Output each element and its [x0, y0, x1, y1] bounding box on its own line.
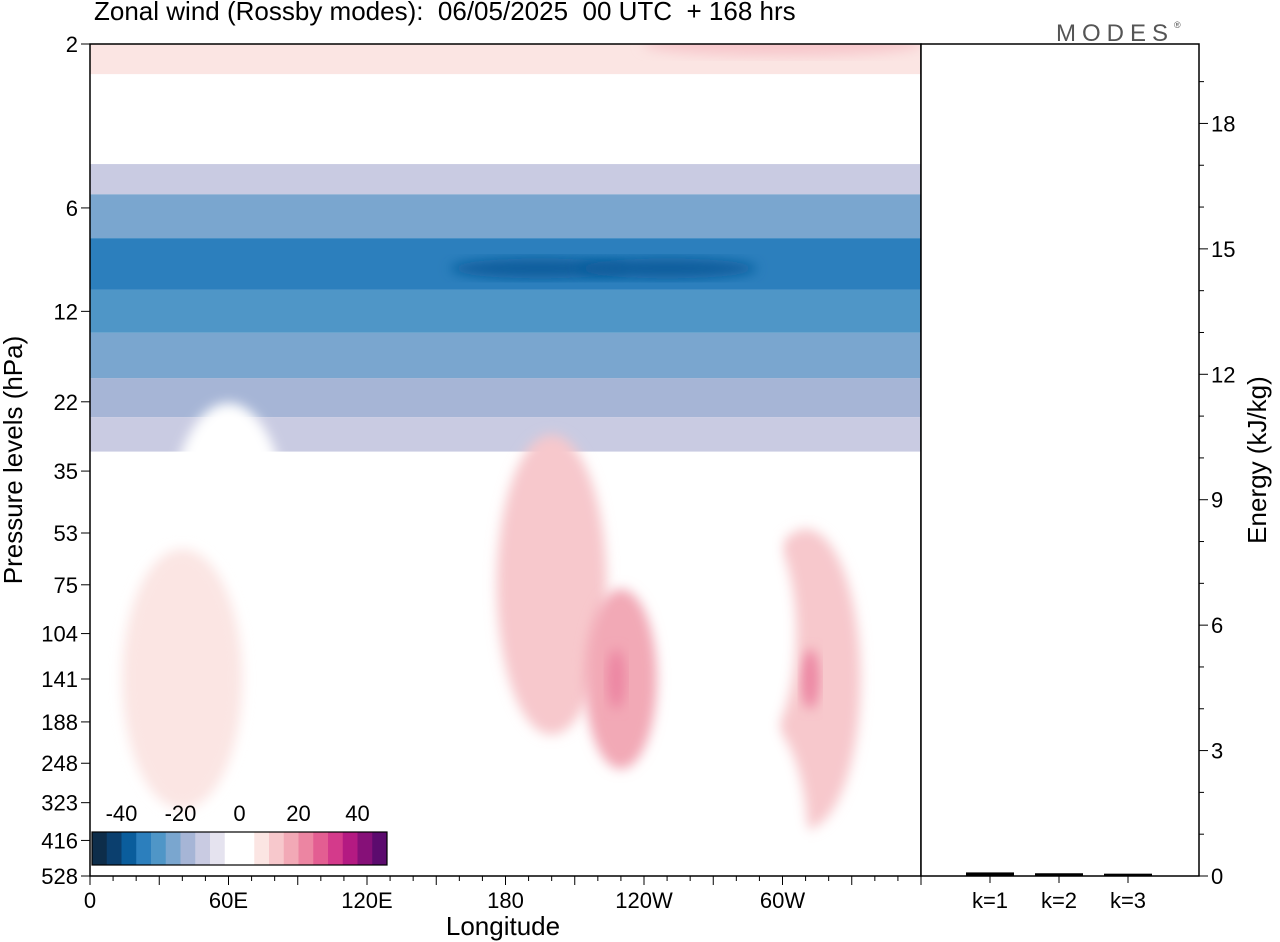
- colorbar-swatch: [180, 832, 196, 865]
- level-band: [90, 125, 921, 165]
- zonal-wind-heatmap: [90, 44, 921, 876]
- y-tick-label: 53: [54, 521, 78, 546]
- energy-axis: 0 3 6 9 12 15 18: [1199, 81, 1235, 889]
- level-band: [90, 164, 921, 195]
- wind-feature: [496, 434, 607, 735]
- modes-logo: MODES®: [1056, 20, 1181, 48]
- energy-tick-label: 9: [1211, 488, 1223, 513]
- colorbar: -40 -20 0 20 40: [91, 801, 388, 866]
- wind-feature: [676, 503, 797, 764]
- colorbar-swatch: [254, 832, 270, 865]
- y-tick-label: 416: [41, 828, 78, 853]
- colorbar-swatch: [151, 832, 167, 865]
- level-band: [90, 332, 921, 379]
- colorbar-swatch: [298, 832, 314, 865]
- wind-feature: [801, 648, 820, 709]
- wind-feature: [577, 258, 758, 279]
- y-tick-label: 323: [41, 791, 78, 816]
- energy-tick-label: 6: [1211, 613, 1223, 638]
- energy-category-label: k=2: [1041, 888, 1077, 913]
- colorbar-swatch: [283, 832, 299, 865]
- energy-tick-label: 3: [1211, 739, 1223, 764]
- energy-tick-label: 0: [1211, 864, 1223, 889]
- energy-category-label: k=3: [1110, 888, 1146, 913]
- y-axis-label: Pressure levels (hPa): [0, 336, 28, 585]
- energy-category-label: k=1: [972, 888, 1008, 913]
- colorbar-swatch: [121, 832, 137, 865]
- energy-bar: [966, 872, 1014, 876]
- colorbar-swatch: [239, 832, 255, 865]
- wind-feature: [687, 710, 808, 876]
- y-tick-label: 141: [41, 667, 78, 692]
- colorbar-swatch: [328, 832, 344, 865]
- y-tick-label: 75: [54, 573, 78, 598]
- y-tick-label: 2: [66, 32, 78, 57]
- colorbar-tick-label: 20: [286, 801, 310, 826]
- chart-title: Zonal wind (Rossby modes): 06/05/2025 00…: [94, 0, 796, 26]
- energy-tick-label: 12: [1211, 362, 1235, 387]
- x-tick-label: 180: [487, 888, 524, 913]
- y-tick-label: 12: [54, 299, 78, 324]
- colorbar-swatch: [224, 832, 240, 865]
- wind-feature: [122, 548, 243, 809]
- wind-features: [122, 44, 921, 876]
- colorbar-tick-label: 40: [345, 801, 369, 826]
- energy-panel-frame: [920, 43, 1200, 877]
- y-tick-label: 528: [41, 864, 78, 889]
- wind-feature: [260, 548, 381, 809]
- colorbar-swatch: [92, 832, 108, 865]
- y-tick-label: 6: [66, 196, 78, 221]
- wind-feature: [450, 258, 631, 279]
- x-tick-label: 120W: [615, 888, 673, 913]
- y-tick-label: 188: [41, 710, 78, 735]
- wind-feature: [607, 648, 626, 709]
- colorbar-swatch: [372, 832, 388, 865]
- longitude-axis: 0 60E 120E 180 120W 60W: [84, 876, 922, 913]
- colorbar-swatch: [313, 832, 329, 865]
- colorbar-tick-label: 0: [233, 801, 245, 826]
- level-band: [90, 194, 921, 239]
- logo-text: MODES: [1056, 20, 1175, 47]
- colorbar-tick-label: -40: [106, 801, 138, 826]
- colorbar-swatch: [210, 832, 226, 865]
- energy-tick-label: 15: [1211, 237, 1235, 262]
- colorbar-tick-label: -20: [165, 801, 197, 826]
- colorbar-frame: [91, 831, 388, 866]
- wind-feature: [642, 44, 921, 56]
- y-tick-label: 248: [41, 751, 78, 776]
- energy-bar: [1035, 873, 1083, 876]
- logo-registered-mark: ®: [1174, 20, 1181, 30]
- x-tick-label: 60W: [760, 888, 805, 913]
- x-tick-label: 120E: [341, 888, 392, 913]
- y-tick-label: 35: [54, 459, 78, 484]
- x-axis-label: Longitude: [446, 911, 560, 941]
- y-tick-label: 22: [54, 390, 78, 415]
- colorbar-swatch: [342, 832, 358, 865]
- level-band: [90, 74, 921, 126]
- colorbar-swatch: [357, 832, 373, 865]
- colorbar-swatch: [136, 832, 152, 865]
- energy-axis-label: Energy (kJ/kg): [1242, 376, 1272, 544]
- energy-bar-chart: k=1 k=2 k=3: [966, 872, 1152, 913]
- level-band: [90, 289, 921, 333]
- colorbar-swatch: [106, 832, 122, 865]
- energy-tick-label: 18: [1211, 111, 1235, 136]
- colorbar-swatch: [195, 832, 211, 865]
- x-tick-label: 60E: [209, 888, 248, 913]
- pressure-axis: 2 6 12 22 35 53 75 104 141 188 248 323 416 528: [41, 32, 90, 889]
- energy-bar: [1104, 873, 1152, 876]
- x-tick-label: 0: [84, 888, 96, 913]
- y-tick-label: 104: [41, 622, 78, 647]
- colorbar-swatch: [165, 832, 181, 865]
- colorbar-swatch: [269, 832, 285, 865]
